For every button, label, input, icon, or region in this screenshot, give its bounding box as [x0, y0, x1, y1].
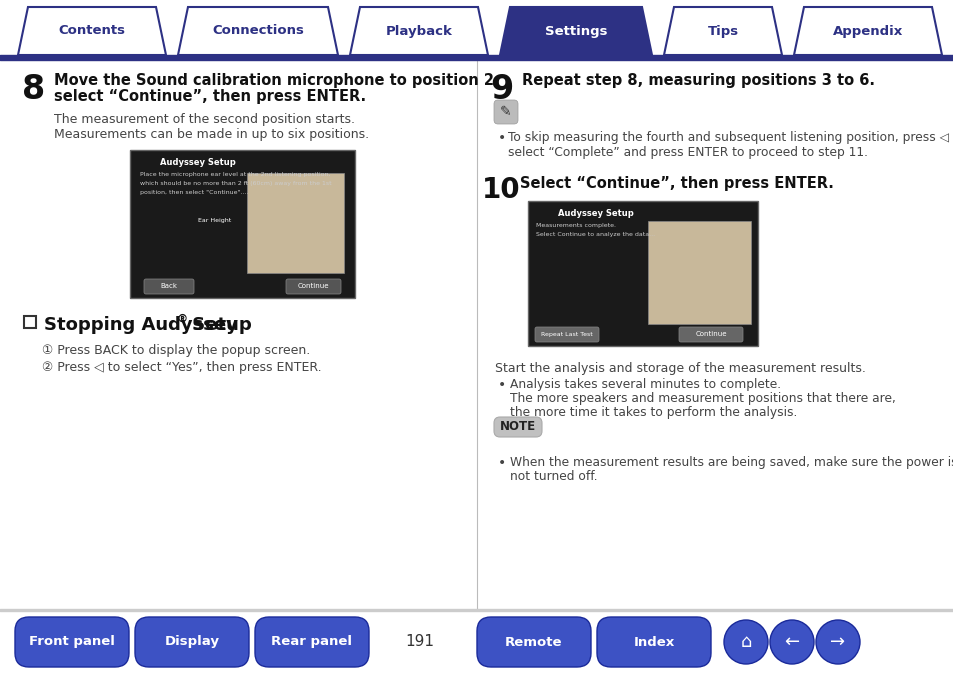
Text: Setup: Setup — [186, 316, 252, 334]
FancyBboxPatch shape — [254, 617, 369, 667]
Polygon shape — [350, 7, 488, 55]
Text: The measurement of the second position starts.: The measurement of the second position s… — [54, 113, 355, 126]
Text: Audyssey Setup: Audyssey Setup — [160, 158, 235, 167]
Text: Measurements complete.: Measurements complete. — [536, 223, 616, 228]
Polygon shape — [18, 7, 166, 55]
FancyBboxPatch shape — [494, 100, 517, 124]
Text: Front panel: Front panel — [29, 635, 114, 649]
Polygon shape — [793, 7, 941, 55]
Text: •: • — [497, 378, 506, 392]
Text: Audyssey Setup: Audyssey Setup — [558, 209, 633, 218]
Text: position, then select "Continue"....: position, then select "Continue".... — [140, 190, 248, 195]
Text: To skip measuring the fourth and subsequent listening position, press ◁ to: To skip measuring the fourth and subsequ… — [507, 131, 953, 144]
Text: 9: 9 — [490, 73, 513, 106]
Text: Tips: Tips — [707, 24, 738, 38]
Bar — [527, 201, 758, 346]
Text: Repeat Last Test: Repeat Last Test — [540, 332, 592, 337]
Polygon shape — [178, 7, 337, 55]
Text: •: • — [497, 456, 506, 470]
Text: Connections: Connections — [212, 24, 304, 38]
Text: Continue: Continue — [297, 283, 329, 289]
Circle shape — [815, 620, 859, 664]
Text: Measurements can be made in up to six positions.: Measurements can be made in up to six po… — [54, 128, 369, 141]
Text: Continue: Continue — [695, 332, 726, 337]
Text: ✎: ✎ — [499, 105, 511, 119]
Text: Analysis takes several minutes to complete.: Analysis takes several minutes to comple… — [510, 378, 781, 391]
Text: Display: Display — [164, 635, 219, 649]
Text: Select “Continue”, then press ENTER.: Select “Continue”, then press ENTER. — [519, 176, 833, 191]
Text: 8: 8 — [22, 73, 45, 106]
Bar — [130, 150, 355, 298]
Text: Contents: Contents — [58, 24, 126, 38]
FancyBboxPatch shape — [135, 617, 249, 667]
Text: Remote: Remote — [505, 635, 562, 649]
Text: Repeat step 8, measuring positions 3 to 6.: Repeat step 8, measuring positions 3 to … — [521, 73, 874, 88]
Text: Move the Sound calibration microphone to position 2,: Move the Sound calibration microphone to… — [54, 73, 499, 88]
Circle shape — [769, 620, 813, 664]
FancyBboxPatch shape — [476, 617, 590, 667]
Text: 191: 191 — [405, 635, 434, 649]
Polygon shape — [663, 7, 781, 55]
FancyBboxPatch shape — [15, 617, 129, 667]
Text: NOTE: NOTE — [499, 421, 536, 433]
Text: •: • — [497, 131, 506, 145]
Text: ®: ® — [177, 314, 188, 324]
Text: 10: 10 — [481, 176, 520, 204]
Text: select “Complete” and press ENTER to proceed to step 11.: select “Complete” and press ENTER to pro… — [507, 146, 867, 159]
Bar — [24, 316, 36, 328]
Text: When the measurement results are being saved, make sure the power is: When the measurement results are being s… — [510, 456, 953, 469]
Text: the more time it takes to perform the analysis.: the more time it takes to perform the an… — [510, 406, 797, 419]
Text: Settings: Settings — [544, 24, 607, 38]
Text: ←: ← — [783, 633, 799, 651]
Text: →: → — [829, 633, 844, 651]
Text: Ear Height: Ear Height — [198, 218, 231, 223]
FancyBboxPatch shape — [286, 279, 340, 294]
Text: ⌂: ⌂ — [740, 633, 751, 651]
FancyBboxPatch shape — [144, 279, 193, 294]
Text: Playback: Playback — [385, 24, 452, 38]
Text: Appendix: Appendix — [832, 24, 902, 38]
FancyBboxPatch shape — [679, 327, 742, 342]
FancyBboxPatch shape — [494, 417, 541, 437]
Text: select “Continue”, then press ENTER.: select “Continue”, then press ENTER. — [54, 89, 366, 104]
Text: Index: Index — [633, 635, 674, 649]
FancyBboxPatch shape — [597, 617, 710, 667]
Text: The more speakers and measurement positions that there are,: The more speakers and measurement positi… — [510, 392, 895, 405]
Text: ② Press ◁ to select “Yes”, then press ENTER.: ② Press ◁ to select “Yes”, then press EN… — [42, 361, 321, 374]
Text: Rear panel: Rear panel — [272, 635, 352, 649]
FancyBboxPatch shape — [535, 327, 598, 342]
Text: Start the analysis and storage of the measurement results.: Start the analysis and storage of the me… — [495, 362, 865, 375]
Polygon shape — [499, 7, 651, 55]
Text: which should be no more than 2 ft (60cm) away from the 1st: which should be no more than 2 ft (60cm)… — [140, 181, 332, 186]
Circle shape — [723, 620, 767, 664]
Text: Select Continue to analyze the data...: Select Continue to analyze the data... — [536, 232, 655, 237]
Text: Stopping Audyssey: Stopping Audyssey — [44, 316, 237, 334]
Text: not turned off.: not turned off. — [510, 470, 597, 483]
Text: ① Press BACK to display the popup screen.: ① Press BACK to display the popup screen… — [42, 344, 310, 357]
Text: Place the microphone ear level at the 2nd listening position,: Place the microphone ear level at the 2n… — [140, 172, 330, 177]
Bar — [247, 173, 344, 273]
Bar — [647, 221, 750, 324]
Text: Back: Back — [160, 283, 177, 289]
